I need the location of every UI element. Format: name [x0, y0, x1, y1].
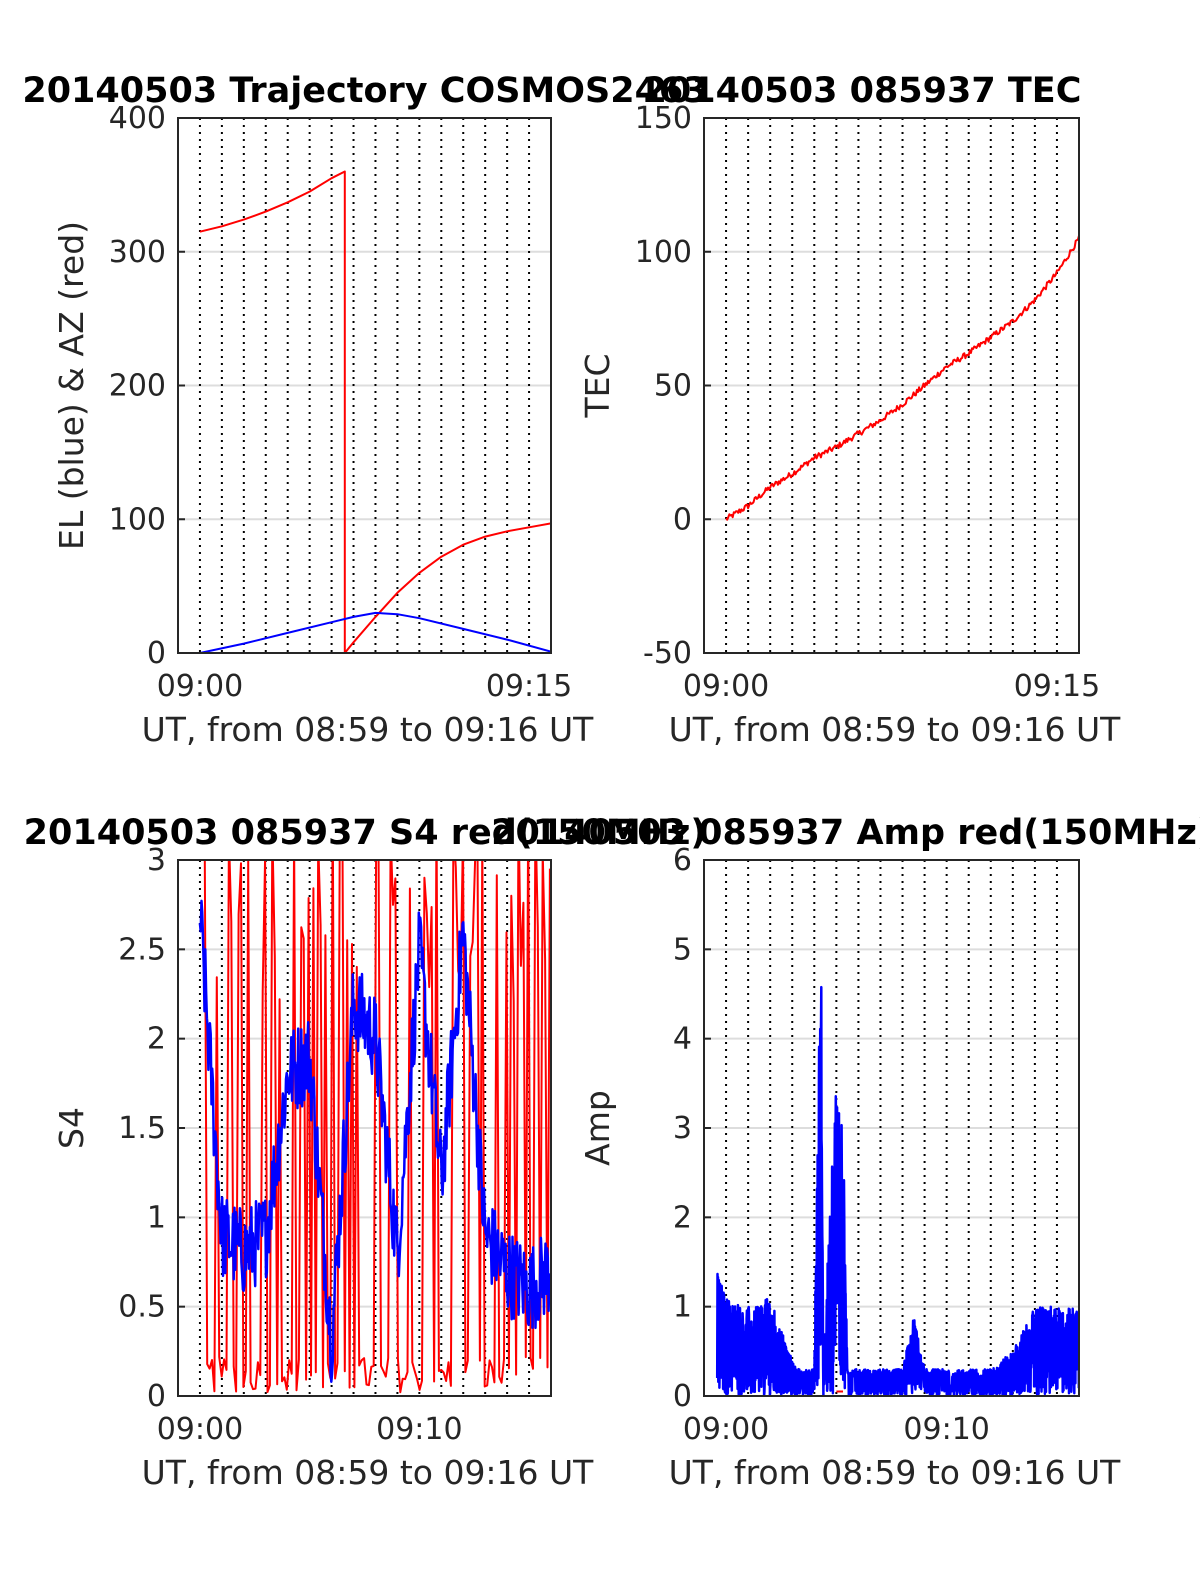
x-axis-label: UT, from 08:59 to 09:16 UT: [669, 710, 1122, 749]
chart-4: 0 1 2 3 4 5 6 09:00 09:10 UT, from 08:59 to 09:16…: [491, 813, 1200, 1492]
chart-title: 20140503 Trajectory COSMOS2463: [22, 71, 707, 111]
x-axis-label: UT, from 08:59 to 09:16 UT: [142, 1453, 595, 1492]
plot-area: [715, 985, 1079, 1396]
chart-3: 0 0.5 1 1.5 2 2.5 3 09:00 09:10 UT, from 08:59 to…: [24, 813, 707, 1492]
y-tick-label: -50: [643, 636, 692, 671]
x-tick-label: 09:00: [157, 1412, 243, 1447]
y-tick-label: 0: [673, 1379, 692, 1414]
y-axis-label: TEC: [578, 353, 617, 418]
x-tick-label: 09:00: [683, 1412, 769, 1447]
chart-title: 20140503 085937 Amp red(150MHz): [491, 813, 1200, 853]
y-tick-label: 5: [673, 932, 692, 967]
series-red-line: [725, 235, 1079, 521]
y-tick-label: 4: [673, 1022, 692, 1057]
chart-title: 20140503 085937 TEC: [643, 71, 1082, 111]
x-tick-label: 09:15: [1014, 669, 1100, 704]
y-tick-label: 0: [147, 1379, 166, 1414]
y-tick-label: 150: [635, 101, 692, 136]
y-tick-label: 0.5: [118, 1290, 166, 1325]
x-tick-label: 09:15: [486, 669, 572, 704]
x-axis-label: UT, from 08:59 to 09:16 UT: [669, 1453, 1122, 1492]
x-axis-label: UT, from 08:59 to 09:16 UT: [142, 710, 595, 749]
series-blue-line: [198, 899, 551, 1383]
chart-title: 20140503 085937 S4 red(150MHz): [24, 813, 707, 853]
y-tick-label: 6: [673, 843, 692, 878]
y-tick-label: 2: [673, 1200, 692, 1235]
y-tick-label: 3: [147, 843, 166, 878]
y-tick-label: 400: [109, 101, 166, 136]
y-tick-label: 50: [654, 369, 692, 404]
y-axis-label: S4: [52, 1107, 91, 1149]
chart-1: 0 100 200 300 400 09:00 09:15 UT, from 08:59 to…: [22, 71, 707, 749]
y-tick-label: 2: [147, 1022, 166, 1057]
y-tick-label: 0: [147, 636, 166, 671]
series-blue-line: [715, 985, 1079, 1396]
y-axis-label: EL (blue) & AZ (red): [52, 221, 91, 550]
x-tick-label: 09:10: [903, 1412, 989, 1447]
y-tick-label: 2.5: [118, 932, 166, 967]
y-tick-label: 100: [109, 502, 166, 537]
series-red-line: [203, 860, 551, 1394]
x-tick-label: 09:00: [157, 669, 243, 704]
y-axis-label: Amp: [578, 1090, 617, 1166]
y-tick-label: 0: [673, 502, 692, 537]
y-tick-label: 200: [109, 369, 166, 404]
chart-2: -50 0 50 100 150 09:00 09:15 UT, from 08:59 to …: [578, 71, 1121, 749]
y-tick-label: 100: [635, 235, 692, 270]
y-tick-label: 3: [673, 1111, 692, 1146]
y-tick-label: 1: [147, 1200, 166, 1235]
x-tick-label: 09:00: [683, 669, 769, 704]
plot-area: [199, 170, 551, 653]
series-blue-line: [199, 611, 551, 653]
y-tick-label: 1.5: [118, 1111, 166, 1146]
y-tick-label: 1: [673, 1290, 692, 1325]
plot-area: [198, 860, 551, 1394]
series-red-line: [199, 170, 551, 653]
y-tick-label: 300: [109, 235, 166, 270]
x-tick-label: 09:10: [376, 1412, 462, 1447]
plot-area: [725, 235, 1079, 521]
